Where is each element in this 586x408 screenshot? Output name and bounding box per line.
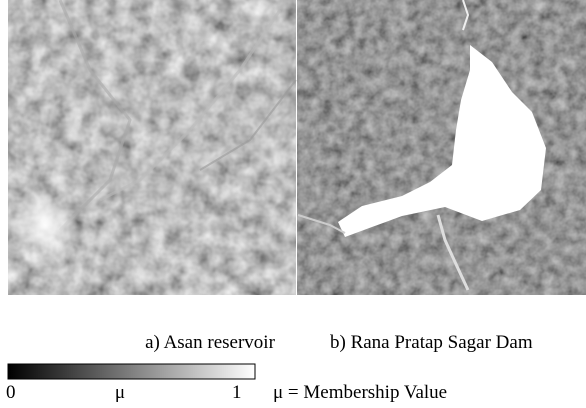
panel-b-image [297,0,586,295]
colorbar-symbol: μ [115,382,125,403]
colorbar-legend: μ = Membership Value [273,382,447,403]
colorbar-max: 1 [232,382,242,403]
colorbar [8,364,255,379]
figure: a) Asan reservoir b) Rana Pratap Sagar D… [0,0,586,408]
colorbar-min: 0 [6,382,16,403]
caption-b: b) Rana Pratap Sagar Dam [330,332,533,353]
panel-a-image [8,0,296,295]
caption-a: a) Asan reservoir [145,332,275,353]
